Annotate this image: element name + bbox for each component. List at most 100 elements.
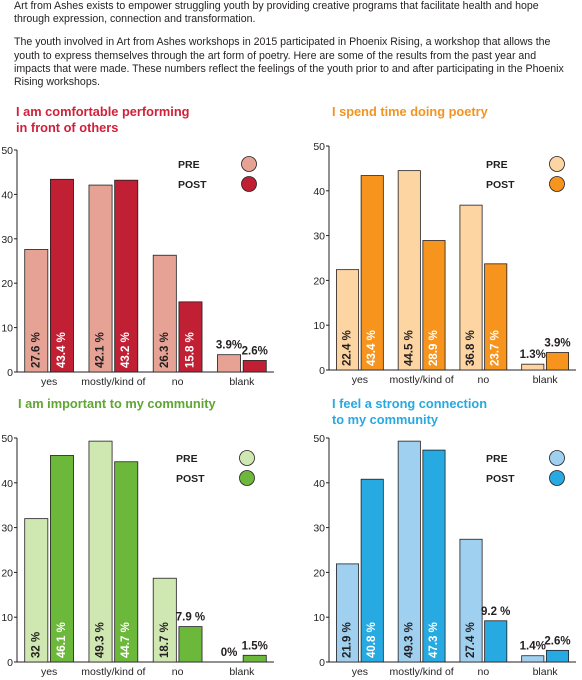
data-label: 43.2 % [120, 332, 132, 368]
legend-swatch-pre [549, 156, 565, 172]
chart-connection-to-community: I feel a strong connection to my communit… [310, 396, 578, 678]
bar-pre [24, 249, 49, 373]
y-tick-label: 40 [313, 186, 325, 198]
data-label: 0% [221, 647, 238, 659]
intro-text: Art from Ashes exists to empower struggl… [14, 0, 570, 99]
bar-post [484, 263, 508, 371]
data-label: 2.6% [242, 345, 268, 357]
data-label: 1.5% [242, 640, 268, 652]
category-label: no [172, 666, 184, 678]
y-tick-label: 10 [313, 320, 325, 332]
intro-paragraph-1: Art from Ashes exists to empower struggl… [14, 0, 539, 26]
y-tick-label: 40 [1, 478, 13, 490]
data-label: 36.8 % [465, 330, 477, 366]
bar-post [178, 301, 203, 373]
bar-post [545, 352, 569, 371]
data-label: 40.8 % [366, 622, 378, 658]
category-label: yes [41, 376, 57, 388]
bar-pre [88, 184, 113, 373]
data-label: 27.6 % [30, 332, 42, 368]
bar-post [114, 179, 139, 373]
data-label: 9.2 % [481, 606, 510, 618]
y-tick-label: 20 [313, 275, 325, 287]
bar-pre [397, 170, 421, 371]
category-label: mostly/kind of [81, 666, 145, 678]
data-label: 44.5 % [403, 330, 415, 366]
legend-label: POST [176, 473, 205, 485]
y-tick-label: 50 [313, 141, 325, 153]
bar-post [242, 360, 267, 373]
bar-post [545, 649, 569, 663]
data-label: 21.9 % [342, 622, 354, 658]
data-label: 7.9 % [176, 612, 205, 624]
data-label: 44.7 % [120, 622, 132, 658]
bar-pre [24, 518, 49, 663]
y-tick-label: 10 [313, 612, 325, 624]
data-label: 49.3 % [403, 622, 415, 658]
y-tick-label: 30 [313, 523, 325, 535]
legend-swatch-post [241, 176, 257, 192]
y-tick-label: 0 [7, 657, 13, 669]
category-label: yes [352, 374, 368, 386]
bar-post [360, 478, 384, 663]
data-label: 15.8 % [184, 332, 196, 368]
y-tick-label: 20 [313, 567, 325, 579]
category-label: mostly/kind of [390, 374, 454, 386]
bar-pre [217, 354, 241, 373]
data-label: 43.4 % [56, 332, 68, 368]
legend-label: POST [486, 179, 515, 191]
bar-pre [521, 363, 545, 371]
bar-post [360, 175, 384, 371]
bar-post [114, 461, 139, 663]
y-tick-label: 50 [1, 433, 13, 445]
legend-swatch-post [549, 470, 565, 486]
legend-label: POST [486, 473, 515, 485]
chart-title-line: in front of others [16, 120, 118, 135]
data-label: 2.6% [544, 635, 570, 647]
bar-post [484, 620, 508, 663]
category-label: yes [352, 666, 368, 678]
bar-post [50, 455, 74, 663]
category-label: mostly/kind of [390, 666, 454, 678]
data-label: 32 % [30, 632, 42, 658]
data-label: 3.9% [216, 340, 242, 352]
y-tick-label: 30 [1, 523, 13, 535]
data-label: 49.3 % [95, 622, 107, 658]
y-tick-label: 30 [313, 231, 325, 243]
chart-title-line: I spend time doing poetry [332, 104, 489, 119]
chart-title-line: to my community [332, 412, 439, 427]
data-label: 47.3 % [428, 622, 440, 658]
legend-label: PRE [486, 453, 508, 465]
legend-swatch-post [549, 176, 565, 192]
chart-title-line: I am comfortable performing [16, 104, 190, 119]
chart-title-line: I am important to my community [18, 396, 217, 411]
data-label: 23.7 % [490, 330, 502, 366]
legend-swatch-pre [241, 156, 257, 172]
legend-label: PRE [176, 453, 198, 465]
y-tick-label: 50 [313, 433, 325, 445]
bar-pre [521, 655, 545, 663]
data-label: 3.9% [544, 338, 570, 350]
chart-time-doing-poetry: I spend time doing poetry 0 10 20 30 40 50 yes 2… [310, 104, 578, 386]
bar-post [242, 654, 267, 663]
bar-post [422, 449, 446, 663]
category-label: blank [533, 666, 559, 678]
legend-label: POST [178, 179, 207, 191]
legend-label: PRE [178, 159, 200, 171]
category-label: blank [229, 666, 255, 678]
data-label: 1.3% [520, 349, 546, 361]
chart-important-to-community: I am important to my community 0 10 20 30 40 5… [0, 396, 276, 678]
legend-label: PRE [486, 159, 508, 171]
y-tick-label: 10 [1, 612, 13, 624]
y-tick-label: 0 [7, 367, 13, 379]
chart-comfortable-performing: I am comfortable performing in front of o… [0, 104, 276, 388]
y-tick-label: 40 [313, 478, 325, 490]
y-tick-label: 40 [1, 189, 13, 201]
bar-pre [397, 440, 421, 663]
category-label: no [478, 666, 490, 678]
data-label: 18.7 % [159, 622, 171, 658]
data-label: 42.1 % [95, 332, 107, 368]
legend-swatch-pre [549, 450, 565, 466]
bar-pre [459, 204, 483, 371]
legend-swatch-post [239, 470, 255, 486]
